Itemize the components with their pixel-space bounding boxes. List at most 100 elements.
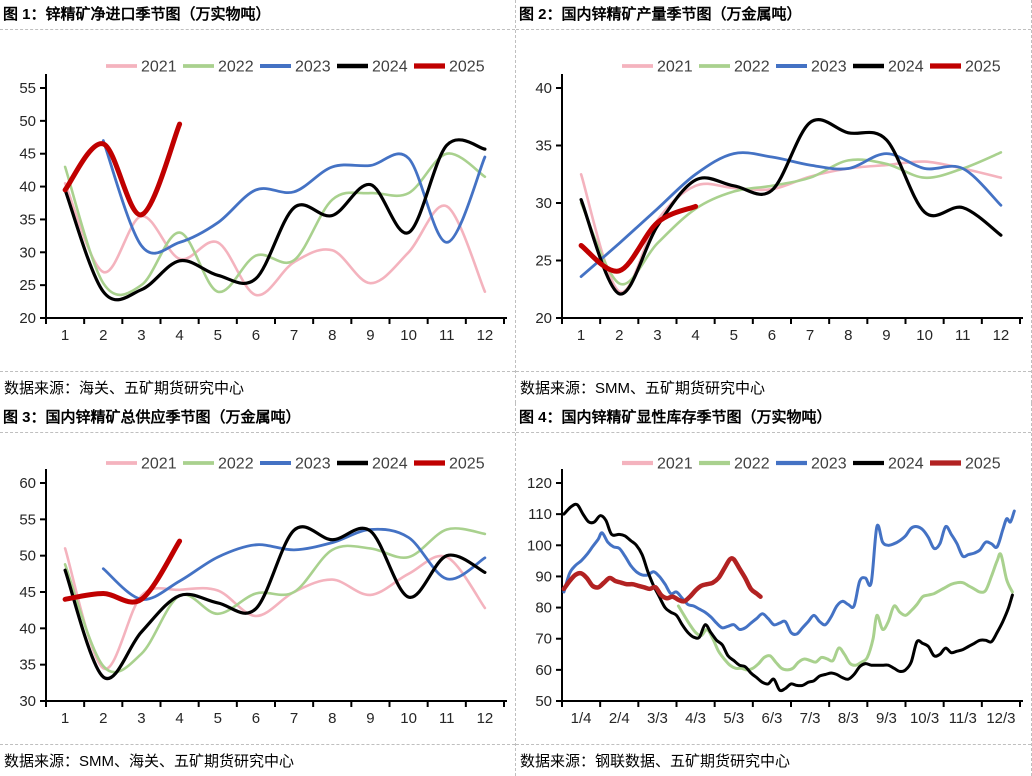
chart-area-3: 30 35 40 45 50 55 60 1 2 3 4 5 6 7 8 9 10 11 12 2021 2022 202… <box>0 433 515 744</box>
x-tick-label: 3 <box>653 327 661 344</box>
y-tick-label: 55 <box>19 511 36 528</box>
x-tick-label: 1 <box>61 327 69 344</box>
x-tick-label: 10 <box>916 327 933 344</box>
legend-label-2021: 2021 <box>141 456 177 473</box>
series-line-2022 <box>676 552 1014 672</box>
y-tick-label: 35 <box>19 211 36 228</box>
legend-label-2025: 2025 <box>449 59 485 76</box>
x-tick-label: 7 <box>806 327 814 344</box>
y-tick-label: 90 <box>535 568 552 585</box>
series-line-2023 <box>562 509 1016 636</box>
series-line-2023 <box>579 151 1003 278</box>
series-line-2022 <box>63 152 487 297</box>
y-tick-label: 80 <box>535 600 552 617</box>
x-tick-label: 7 <box>290 327 298 344</box>
series-line-2024 <box>562 502 1014 693</box>
chart-title-1: 图 1：锌精矿净进口季节图（万实物吨） <box>0 0 515 30</box>
y-tick-label: 100 <box>527 537 552 554</box>
series-line-2021 <box>63 547 487 670</box>
x-tick-label: 10 <box>400 327 417 344</box>
series-line-2024 <box>63 138 487 302</box>
series-line-2024 <box>63 525 487 681</box>
legend-item-2021: 2021 <box>622 59 693 76</box>
y-tick-label: 70 <box>535 631 552 648</box>
legend-label-2024: 2024 <box>372 456 408 473</box>
x-tick-label: 2/4 <box>609 710 630 727</box>
x-tick-label: 8/3 <box>838 710 859 727</box>
legend-label-2025: 2025 <box>965 456 1001 473</box>
chart-cell-2: 图 2：国内锌精矿产量季节图（万金属吨） 20 25 30 35 40 1 2 3 4 5 6 7 8 9… <box>516 0 1032 403</box>
chart-source-4: 数据来源：钢联数据、五矿期货研究中心 <box>516 744 1031 776</box>
legend-item-2023: 2023 <box>776 59 847 76</box>
x-tick-label: 9 <box>882 327 890 344</box>
x-tick-label: 1 <box>61 710 69 727</box>
legend-item-2025: 2025 <box>414 59 485 76</box>
x-tick-label: 6 <box>252 710 260 727</box>
legend-item-2022: 2022 <box>183 456 254 473</box>
seasonal-line-chart: 50 60 70 80 90 100 110 120 1/4 2/4 3/3 4/3 5/3 6/3 7/3… <box>527 456 1023 727</box>
y-tick-label: 120 <box>527 475 552 492</box>
legend-item-2022: 2022 <box>183 59 254 76</box>
legend-label-2022: 2022 <box>734 59 770 76</box>
legend-item-2025: 2025 <box>414 456 485 473</box>
x-tick-label: 10 <box>400 710 417 727</box>
series-line-2021 <box>63 182 487 297</box>
chart-title-3: 图 3：国内锌精矿总供应季节图（万金属吨） <box>0 403 515 433</box>
series-line-2025 <box>561 555 763 604</box>
x-tick-label: 8 <box>328 327 336 344</box>
chart-source-2: 数据来源：SMM、五矿期货研究中心 <box>516 371 1031 403</box>
chart-cell-3: 图 3：国内锌精矿总供应季节图（万金属吨） 30 35 40 45 50 55 60 1 2 3 4… <box>0 403 516 776</box>
x-tick-label: 5 <box>730 327 738 344</box>
x-tick-label: 8 <box>844 327 852 344</box>
chart-cell-4: 图 4：国内锌精矿显性库存季节图（万实物吨） 50 60 70 80 90 100 110 1… <box>516 403 1032 776</box>
legend-item-2024: 2024 <box>853 59 924 76</box>
y-tick-label: 40 <box>19 179 36 196</box>
y-tick-label: 50 <box>19 548 36 565</box>
y-tick-label: 45 <box>19 584 36 601</box>
y-tick-label: 55 <box>19 80 36 97</box>
x-tick-label: 6 <box>252 327 260 344</box>
legend-label-2022: 2022 <box>218 456 254 473</box>
legend-item-2024: 2024 <box>853 456 924 473</box>
legend-item-2025: 2025 <box>930 59 1001 76</box>
y-tick-label: 110 <box>528 506 552 523</box>
x-tick-label: 12/3 <box>986 710 1015 727</box>
legend-item-2023: 2023 <box>776 456 847 473</box>
series-line-2025 <box>62 538 183 605</box>
legend-label-2023: 2023 <box>811 59 847 76</box>
x-tick-label: 12 <box>477 710 494 727</box>
series-line-2023 <box>101 139 487 255</box>
y-tick-label: 25 <box>535 253 552 270</box>
y-tick-label: 60 <box>19 475 36 492</box>
x-tick-label: 2 <box>615 327 623 344</box>
y-tick-label: 40 <box>535 80 552 97</box>
legend-label-2021: 2021 <box>657 456 693 473</box>
x-tick-label: 10/3 <box>910 710 939 727</box>
x-tick-label: 9/3 <box>876 710 897 727</box>
legend-item-2022: 2022 <box>699 456 770 473</box>
x-tick-label: 11 <box>955 327 971 344</box>
x-tick-label: 5/3 <box>723 710 744 727</box>
y-tick-label: 20 <box>19 310 36 327</box>
legend-label-2023: 2023 <box>295 59 331 76</box>
y-tick-label: 30 <box>19 244 36 261</box>
chart-title-2: 图 2：国内锌精矿产量季节图（万金属吨） <box>516 0 1031 30</box>
x-tick-label: 3/3 <box>647 710 668 727</box>
x-tick-label: 8 <box>328 710 336 727</box>
legend-item-2021: 2021 <box>622 456 693 473</box>
y-tick-label: 50 <box>535 693 552 710</box>
legend-label-2024: 2024 <box>372 59 408 76</box>
x-tick-label: 11 <box>439 327 455 344</box>
legend-label-2024: 2024 <box>888 456 924 473</box>
x-tick-label: 2 <box>99 710 107 727</box>
series-line-2024 <box>579 118 1003 296</box>
series-line-2022 <box>579 151 1003 286</box>
legend-label-2021: 2021 <box>141 59 177 76</box>
y-tick-label: 35 <box>535 138 552 155</box>
y-tick-label: 30 <box>19 693 36 710</box>
x-tick-label: 5 <box>214 327 222 344</box>
x-tick-label: 1 <box>577 327 585 344</box>
y-tick-label: 50 <box>19 113 36 130</box>
